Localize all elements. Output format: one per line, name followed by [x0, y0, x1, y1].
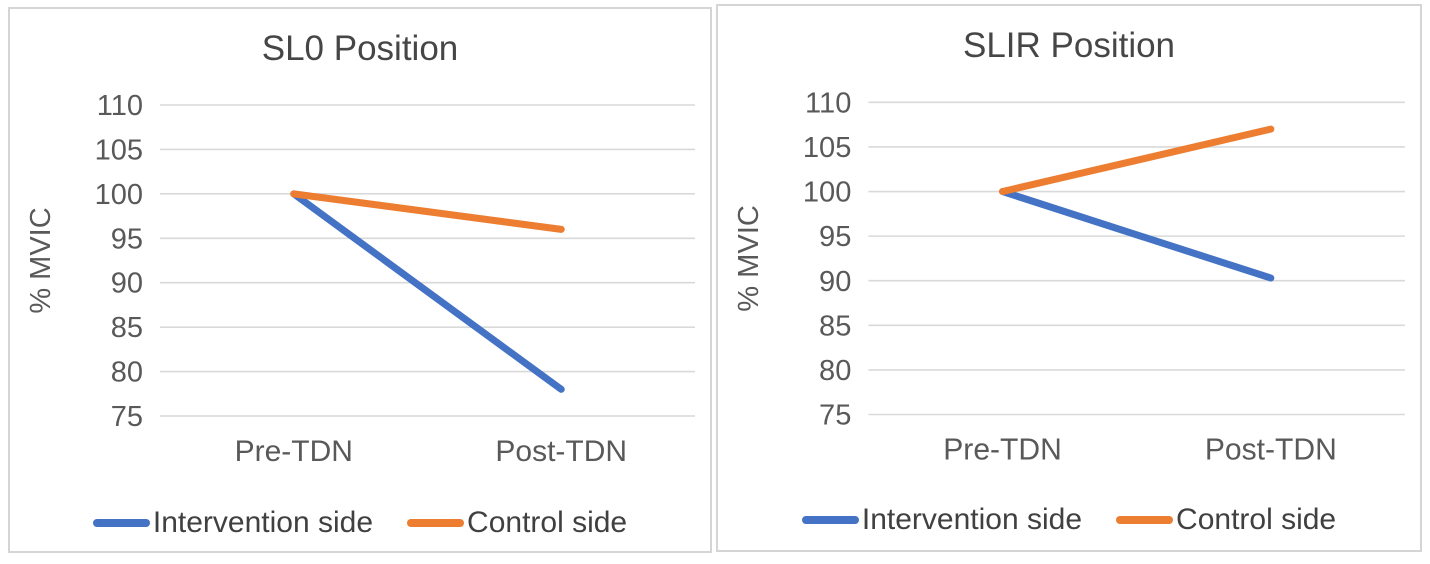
y-tick-label: 95 — [819, 221, 851, 253]
y-tick-label: 85 — [819, 310, 851, 342]
y-tick-label: 95 — [111, 223, 143, 255]
x-category-label: Post-TDN — [495, 435, 627, 468]
series-line — [999, 188, 1275, 282]
series-line — [290, 190, 565, 233]
y-tick-label: 80 — [111, 357, 143, 389]
line-swatch-control — [1116, 516, 1174, 524]
legend-item-control: Control side — [407, 506, 627, 540]
y-tick-label: 75 — [819, 400, 851, 432]
y-tick-label: 90 — [819, 266, 851, 298]
y-tick-label: 80 — [819, 355, 851, 387]
y-tick-label: 110 — [97, 90, 143, 122]
y-tick-label: 100 — [803, 177, 851, 209]
x-category-label: Post-TDN — [1205, 434, 1337, 467]
y-tick-label: 105 — [95, 134, 143, 166]
chart-panel-sl0: 110 105 100 95 90 85 80 75 Pre-TDN Post-TDN % MVIC… — [8, 7, 712, 553]
x-category-label: Pre-TDN — [235, 435, 353, 468]
legend-sl0: Intervention side Control side — [10, 506, 710, 540]
legend-slir: Intervention side Control side — [718, 503, 1420, 537]
legend-label-control: Control side — [1176, 503, 1337, 536]
chart-title-slir: SLIR Position — [962, 26, 1176, 65]
legend-label-intervention: Intervention side — [152, 506, 374, 539]
y-tick-label: 100 — [95, 179, 143, 211]
x-category-label: Pre-TDN — [943, 434, 1062, 467]
chart-panel-slir: 110 105 100 95 90 85 80 75 Pre-TDN Post-TDN % MVIC… — [716, 4, 1422, 552]
y-tick-label: 105 — [803, 132, 851, 164]
legend-label-intervention: Intervention side — [861, 503, 1083, 536]
y-axis-title: % MVIC — [733, 205, 765, 312]
legend-item-intervention: Intervention side — [92, 506, 374, 540]
y-axis-title: % MVIC — [25, 207, 57, 313]
line-swatch-intervention — [801, 516, 859, 524]
legend-item-control: Control side — [1116, 503, 1336, 537]
plot-area-slir: 110 105 100 95 90 85 80 75 Pre-TDN Post-TDN % MVIC — [733, 87, 1405, 467]
plot-area-sl0: 110 105 100 95 90 85 80 75 Pre-TDN Post-TDN % MVIC — [25, 90, 695, 468]
y-tick-label: 85 — [111, 312, 143, 344]
y-tick-label: 110 — [805, 87, 851, 119]
y-tick-label: 90 — [111, 268, 143, 300]
legend-label-control: Control side — [467, 506, 628, 539]
y-tick-label: 75 — [111, 401, 143, 433]
chart-title-sl0: SL0 Position — [261, 29, 459, 68]
legend-item-intervention: Intervention side — [801, 503, 1083, 537]
line-swatch-control — [407, 519, 465, 527]
line-swatch-intervention — [92, 519, 150, 527]
series-line — [999, 125, 1275, 196]
series-line — [290, 190, 565, 393]
